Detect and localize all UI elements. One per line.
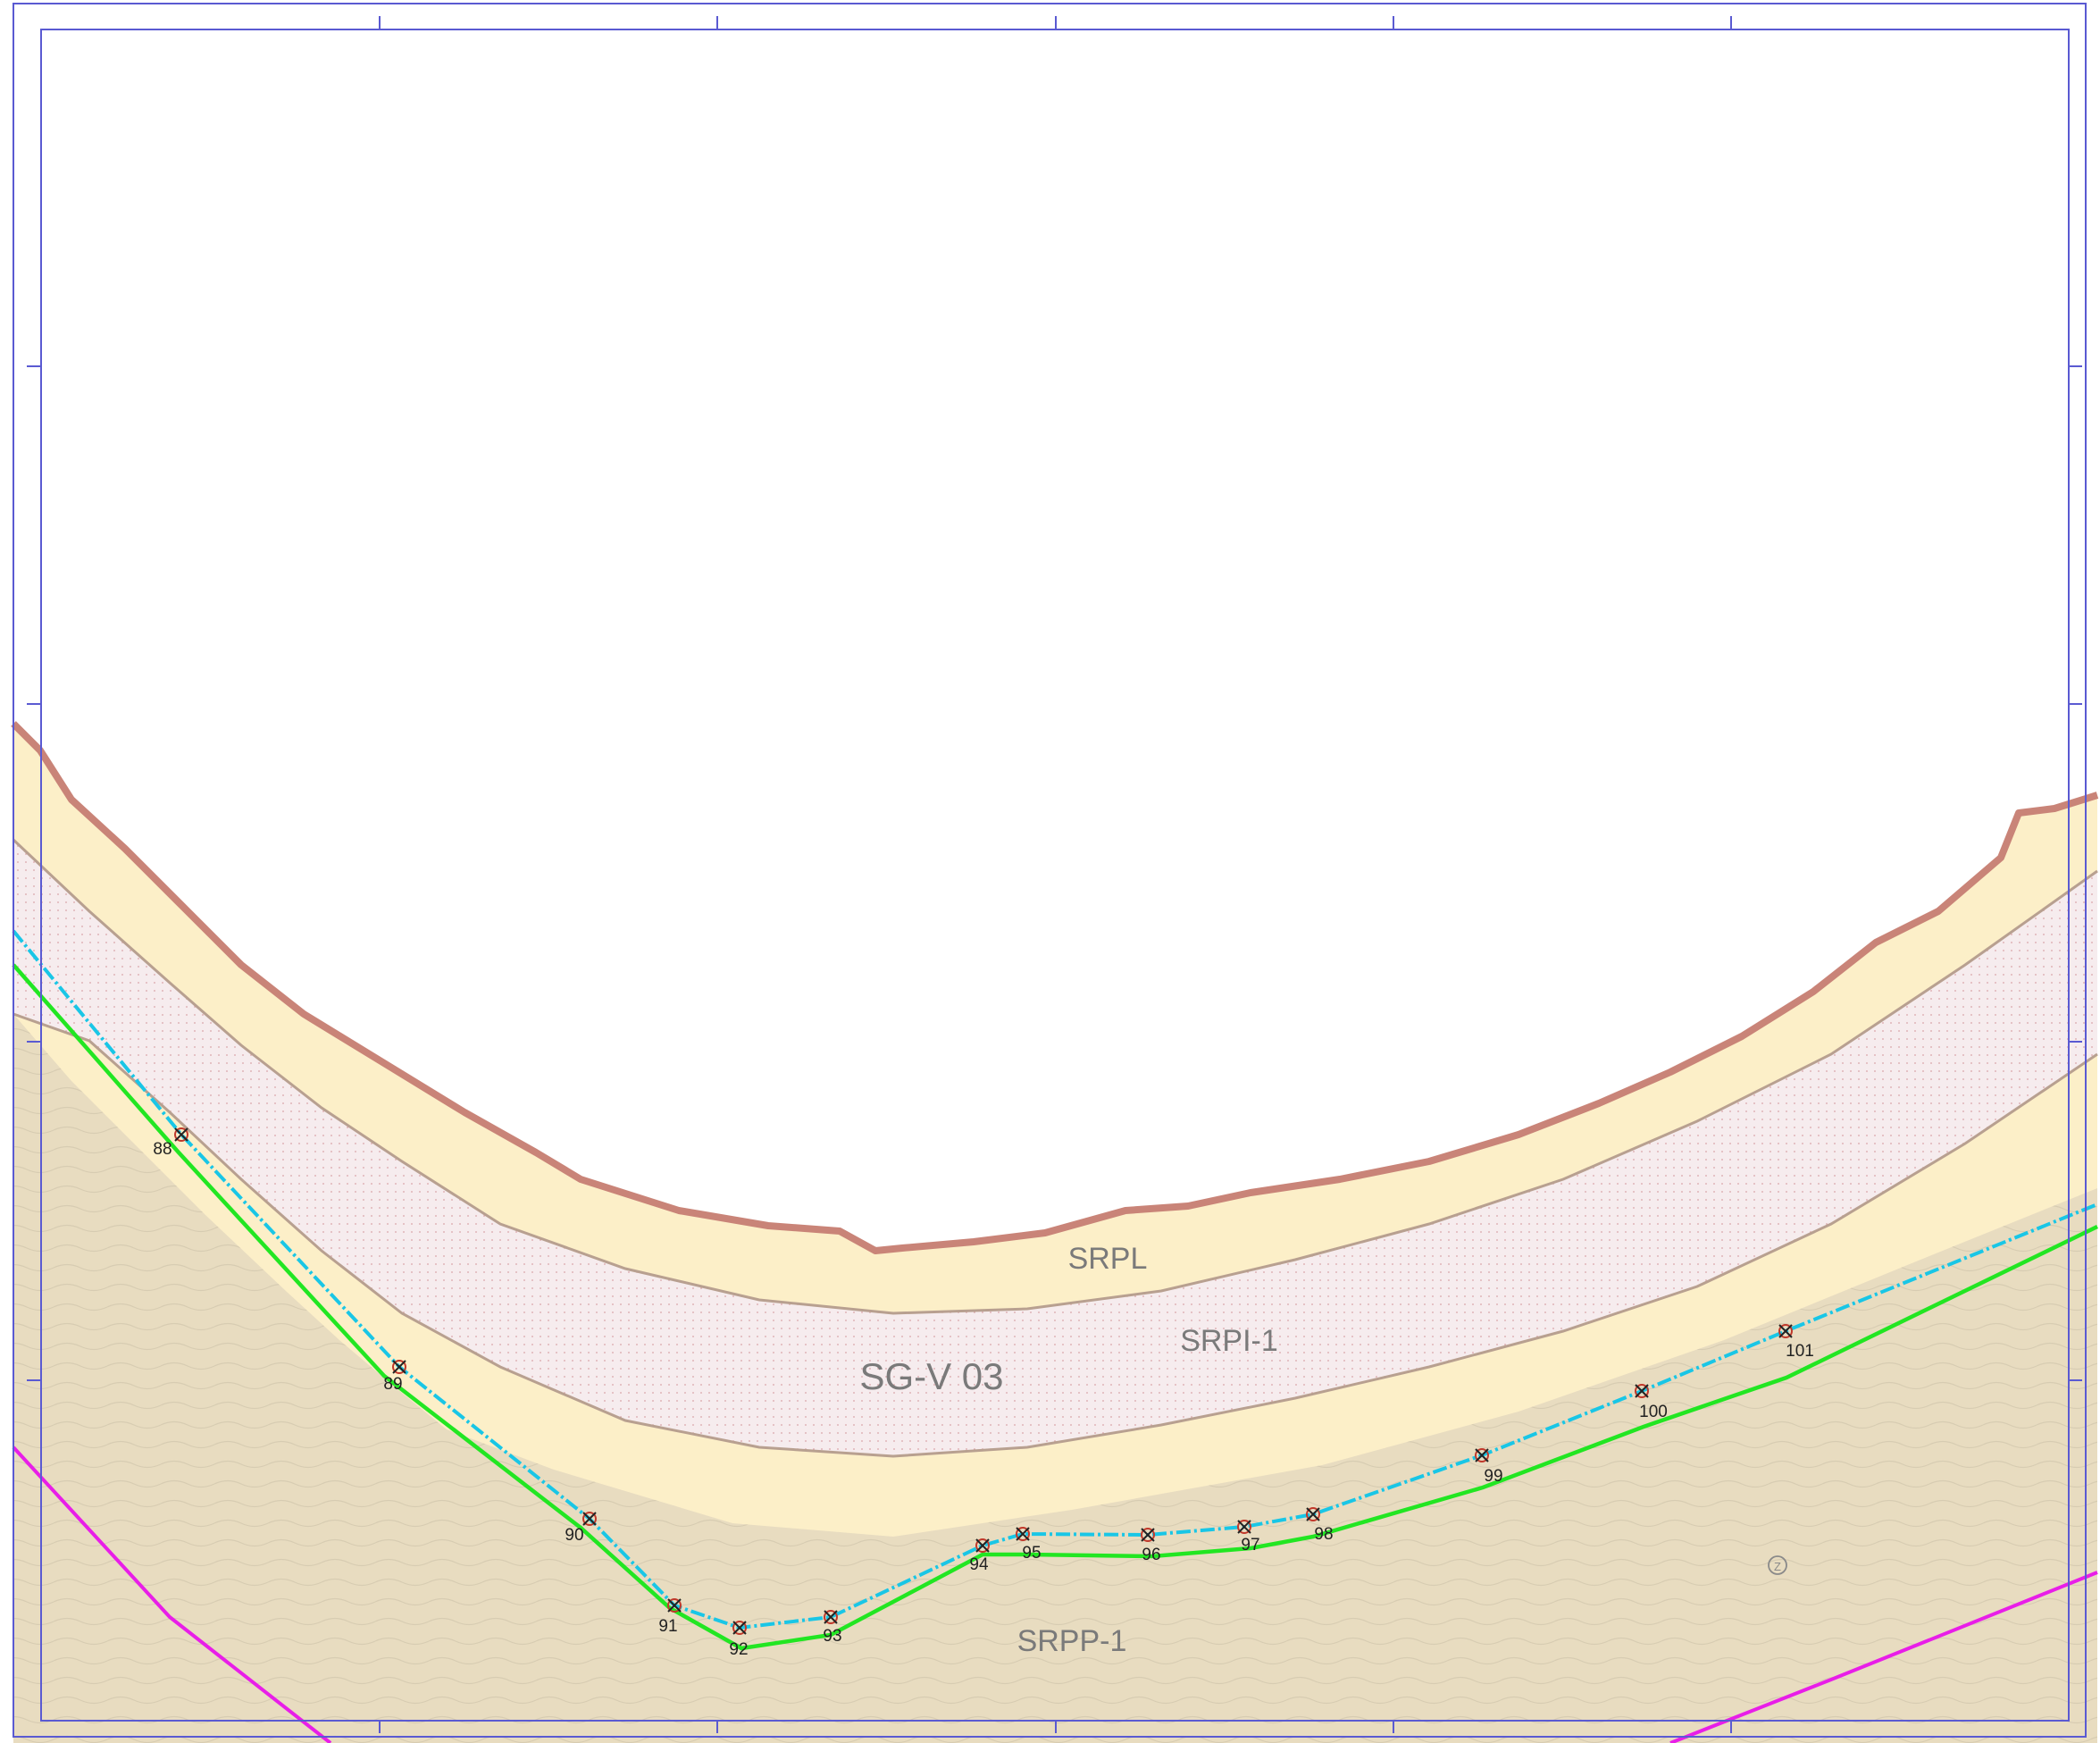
marker-circle-icon [174, 1127, 188, 1142]
z-symbol-icon: Z [1768, 1555, 1787, 1575]
boundary-marker-89[interactable]: 89 [383, 1360, 406, 1394]
marker-label: 100 [1639, 1403, 1668, 1421]
road-line-left[interactable] [12, 1446, 332, 1743]
marker-cross-icon [1237, 1520, 1251, 1534]
boundary-line-cyan[interactable] [12, 929, 2098, 1630]
marker-cross-icon [667, 1598, 682, 1613]
marker-circle-icon [392, 1360, 406, 1374]
marker-label: 101 [1786, 1342, 1814, 1361]
boundary-marker-99[interactable]: 99 [1475, 1448, 1503, 1486]
marker-circle-icon [1016, 1527, 1030, 1541]
boundary-marker-96[interactable]: 96 [1141, 1528, 1161, 1564]
marker-circle-icon [975, 1538, 990, 1553]
map-frame [13, 3, 2087, 1738]
boundary-marker-93[interactable]: 93 [823, 1610, 842, 1646]
boundary-marker-98[interactable]: 98 [1306, 1507, 1334, 1544]
zone-label-sg-v-03: SG-V 03 [859, 1355, 1003, 1397]
marker-circle-icon [582, 1512, 597, 1526]
marker-cross-icon [174, 1127, 188, 1142]
boundary-marker-90[interactable]: 90 [565, 1512, 597, 1545]
marker-label: 90 [565, 1526, 583, 1545]
marker-cross-icon [1778, 1324, 1793, 1338]
marker-cross-icon [1475, 1448, 1489, 1462]
marker-cross-icon [732, 1621, 747, 1635]
boundary-markers: 88 89 90 91 92 93 94 95 96 97 98 99 100 101 [153, 1127, 1814, 1659]
marker-label: 88 [153, 1140, 172, 1159]
marker-circle-icon [1778, 1324, 1793, 1338]
boundary-marker-95[interactable]: 95 [1016, 1527, 1042, 1563]
marker-cross-icon [1306, 1507, 1320, 1521]
boundary-marker-101[interactable]: 101 [1778, 1324, 1814, 1361]
road-line-right[interactable] [1669, 1571, 2098, 1743]
marker-label: 98 [1314, 1525, 1333, 1544]
marker-circle-icon [1306, 1507, 1320, 1521]
marker-circle-icon [1237, 1520, 1251, 1534]
zone-label-srpp-1: SRPP-1 [1017, 1624, 1127, 1658]
coastline[interactable] [11, 721, 2099, 1254]
marker-label: 94 [969, 1555, 989, 1574]
boundary-marker-94[interactable]: 94 [969, 1538, 990, 1574]
marker-circle-icon [1141, 1528, 1155, 1542]
marker-cross-icon [1141, 1528, 1155, 1542]
boundary-marker-91[interactable]: 91 [658, 1598, 682, 1636]
marker-circle-icon [732, 1621, 747, 1635]
marker-cross-icon [824, 1610, 838, 1624]
marker-circle-icon [1635, 1384, 1649, 1398]
boundary-marker-100[interactable]: 100 [1635, 1384, 1668, 1421]
marker-label: 97 [1241, 1536, 1259, 1554]
marker-circle-icon [1475, 1448, 1489, 1462]
marker-cross-icon [975, 1538, 990, 1553]
boundary-marker-92[interactable]: 92 [729, 1621, 749, 1659]
band-upper-edge [12, 838, 2098, 1315]
marker-label: 92 [729, 1640, 748, 1659]
marker-label: 89 [383, 1375, 402, 1394]
boundary-marker-97[interactable]: 97 [1237, 1520, 1260, 1554]
marker-label: 93 [823, 1627, 841, 1646]
marker-circle-icon [824, 1610, 838, 1624]
marker-label: 95 [1022, 1544, 1041, 1563]
terrain-contours [13, 1014, 2097, 1743]
zone-sg-v-03-dots [13, 840, 2097, 1456]
marker-label: 96 [1142, 1546, 1160, 1564]
marker-cross-icon [392, 1360, 406, 1374]
marker-label: 91 [658, 1617, 677, 1636]
z-symbol-label: Z [1774, 1560, 1781, 1573]
zone-label-srpi-1: SRPI-1 [1180, 1324, 1278, 1358]
marker-cross-icon [1635, 1384, 1649, 1398]
marker-cross-icon [582, 1512, 597, 1526]
marker-cross-icon [1016, 1527, 1030, 1541]
band-lower-edge [13, 1012, 2098, 1458]
boundary-marker-88[interactable]: 88 [153, 1127, 188, 1159]
boundary-line-green[interactable] [12, 963, 2098, 1651]
zone-label-srpl: SRPL [1068, 1242, 1148, 1276]
marker-circle-icon [667, 1598, 682, 1613]
marker-label: 99 [1484, 1467, 1502, 1486]
